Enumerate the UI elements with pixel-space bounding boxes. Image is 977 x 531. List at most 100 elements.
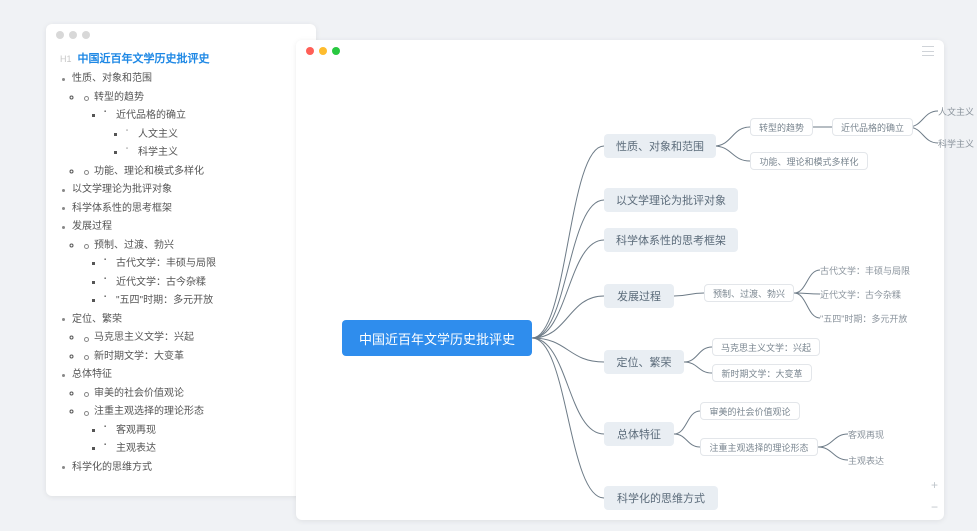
- mindmap-leaf[interactable]: 客观再现: [848, 426, 884, 442]
- mindmap-titlebar: [296, 40, 944, 62]
- mindmap-branch[interactable]: 定位、繁荣: [604, 350, 684, 374]
- mindmap-leaf[interactable]: 主观表达: [848, 452, 884, 468]
- outline-item[interactable]: 科学体系性的思考框架: [60, 200, 302, 219]
- outline-item-label: 人文主义: [138, 129, 178, 140]
- node-label: 主观表达: [848, 454, 884, 467]
- outline-window: H1 中国近百年文学历史批评史 性质、对象和范围转型的趋势近代品格的确立人文主义…: [46, 24, 316, 496]
- hamburger-icon[interactable]: [922, 46, 934, 56]
- mindmap-branch[interactable]: 科学化的思维方式: [604, 486, 718, 510]
- outline-item[interactable]: 马克思主义文学：兴起: [82, 329, 302, 348]
- outline-item-label: 古代文学：丰硕与局限: [116, 258, 216, 269]
- outline-item[interactable]: 功能、理论和模式多样化: [82, 163, 302, 182]
- mindmap-branch[interactable]: 以文学理论为批评对象: [604, 188, 738, 212]
- node-label: 近代品格的确立: [841, 121, 904, 134]
- node-label: 发展过程: [617, 288, 661, 304]
- mindmap-canvas[interactable]: 中国近百年文学历史批评史性质、对象和范围转型的趋势近代品格的确立人文主义科学主义…: [296, 62, 944, 520]
- outline-item[interactable]: 发展过程预制、过渡、勃兴古代文学：丰硕与局限近代文学：古今杂糅"五四"时期：多元…: [60, 218, 302, 311]
- outline-item-label: 科学主义: [138, 147, 178, 158]
- node-label: 中国近百年文学历史批评史: [359, 329, 515, 348]
- outline-item[interactable]: 定位、繁荣马克思主义文学：兴起新时期文学：大变革: [60, 311, 302, 367]
- traffic-light-green[interactable]: [332, 47, 340, 55]
- traffic-light-yellow[interactable]: [319, 47, 327, 55]
- outline-item-label: 以文学理论为批评对象: [72, 184, 172, 195]
- outline-item-label: 科学化的思维方式: [72, 462, 152, 473]
- node-label: 定位、繁荣: [617, 354, 672, 370]
- outline-item-label: 性质、对象和范围: [72, 73, 152, 84]
- outline-item[interactable]: 人文主义: [126, 126, 302, 145]
- mindmap-leaf[interactable]: 人文主义: [938, 104, 974, 118]
- outline-item-label: 预制、过渡、勃兴: [94, 240, 174, 251]
- outline-item-label: 定位、繁荣: [72, 314, 122, 325]
- outline-item-label: 主观表达: [116, 443, 156, 454]
- outline-item[interactable]: 近代文学：古今杂糅: [104, 274, 302, 293]
- outline-tree[interactable]: 性质、对象和范围转型的趋势近代品格的确立人文主义科学主义功能、理论和模式多样化以…: [60, 70, 302, 477]
- mindmap-root[interactable]: 中国近百年文学历史批评史: [342, 320, 532, 356]
- outline-item[interactable]: 审美的社会价值观论: [82, 385, 302, 404]
- mindmap-leaf[interactable]: 近代文学：古今杂糅: [820, 286, 901, 302]
- outline-item[interactable]: "五四"时期：多元开放: [104, 292, 302, 311]
- outline-item[interactable]: 主观表达: [104, 440, 302, 459]
- outline-item[interactable]: 古代文学：丰硕与局限: [104, 255, 302, 274]
- node-label: 审美的社会价值观论: [709, 405, 790, 418]
- heading-level-tag: H1: [60, 54, 72, 64]
- mindmap-subnode[interactable]: 马克思主义文学：兴起: [712, 338, 820, 356]
- outline-item[interactable]: 预制、过渡、勃兴古代文学：丰硕与局限近代文学：古今杂糅"五四"时期：多元开放: [82, 237, 302, 311]
- outline-item[interactable]: 注重主观选择的理论形态客观再现主观表达: [82, 403, 302, 459]
- outline-item[interactable]: 近代品格的确立人文主义科学主义: [104, 107, 302, 163]
- outline-item-label: 审美的社会价值观论: [94, 388, 184, 399]
- outline-item[interactable]: 科学化的思维方式: [60, 459, 302, 478]
- node-label: 客观再现: [848, 428, 884, 441]
- outline-item-label: 近代品格的确立: [116, 110, 186, 121]
- outline-item[interactable]: 总体特征审美的社会价值观论注重主观选择的理论形态客观再现主观表达: [60, 366, 302, 459]
- zoom-out-button[interactable]: −: [931, 500, 938, 514]
- node-label: 马克思主义文学：兴起: [721, 341, 811, 354]
- node-label: 科学主义: [938, 137, 974, 150]
- node-label: 功能、理论和模式多样化: [759, 155, 858, 168]
- node-label: 古代文学：丰硕与局限: [820, 264, 910, 277]
- traffic-light-dot: [69, 31, 77, 39]
- node-label: 转型的趋势: [759, 121, 804, 134]
- zoom-in-button[interactable]: +: [931, 478, 938, 492]
- node-label: 注重主观选择的理论形态: [709, 441, 808, 454]
- mindmap-window: 中国近百年文学历史批评史性质、对象和范围转型的趋势近代品格的确立人文主义科学主义…: [296, 40, 944, 520]
- mindmap-subnode[interactable]: 近代品格的确立: [832, 118, 913, 136]
- mindmap-leaf[interactable]: "五四"时期：多元开放: [820, 310, 907, 326]
- outline-titlebar: [46, 24, 316, 46]
- mindmap-subnode[interactable]: 审美的社会价值观论: [700, 402, 800, 420]
- outline-item-label: 功能、理论和模式多样化: [94, 166, 204, 177]
- node-label: 预制、过渡、勃兴: [713, 287, 785, 300]
- mindmap-subnode[interactable]: 预制、过渡、勃兴: [704, 284, 794, 302]
- node-label: 性质、对象和范围: [616, 138, 704, 154]
- mindmap-branch[interactable]: 发展过程: [604, 284, 674, 308]
- outline-heading[interactable]: H1 中国近百年文学历史批评史: [60, 50, 302, 66]
- traffic-light-red[interactable]: [306, 47, 314, 55]
- traffic-light-dot: [82, 31, 90, 39]
- node-label: 人文主义: [938, 105, 974, 118]
- outline-item[interactable]: 以文学理论为批评对象: [60, 181, 302, 200]
- mindmap-subnode[interactable]: 功能、理论和模式多样化: [750, 152, 868, 170]
- mindmap-subnode[interactable]: 转型的趋势: [750, 118, 813, 136]
- mindmap-subnode[interactable]: 新时期文学：大变革: [712, 364, 812, 382]
- mindmap-branch[interactable]: 科学体系性的思考框架: [604, 228, 738, 252]
- outline-item[interactable]: 新时期文学：大变革: [82, 348, 302, 367]
- mindmap-branch[interactable]: 性质、对象和范围: [604, 134, 716, 158]
- mindmap-branch[interactable]: 总体特征: [604, 422, 674, 446]
- outline-body: H1 中国近百年文学历史批评史 性质、对象和范围转型的趋势近代品格的确立人文主义…: [46, 46, 316, 487]
- node-label: "五四"时期：多元开放: [820, 312, 907, 325]
- outline-item[interactable]: 客观再现: [104, 422, 302, 441]
- traffic-light-dot: [56, 31, 64, 39]
- mindmap-leaf[interactable]: 科学主义: [938, 136, 974, 150]
- mindmap-subnode[interactable]: 注重主观选择的理论形态: [700, 438, 818, 456]
- outline-item-label: 科学体系性的思考框架: [72, 203, 172, 214]
- outline-item[interactable]: 性质、对象和范围转型的趋势近代品格的确立人文主义科学主义功能、理论和模式多样化: [60, 70, 302, 181]
- outline-item-label: 马克思主义文学：兴起: [94, 332, 194, 343]
- outline-item[interactable]: 转型的趋势近代品格的确立人文主义科学主义: [82, 89, 302, 163]
- zoom-controls: + −: [931, 478, 938, 514]
- node-label: 科学体系性的思考框架: [616, 232, 726, 248]
- outline-item-label: 总体特征: [72, 369, 112, 380]
- mindmap-leaf[interactable]: 古代文学：丰硕与局限: [820, 262, 910, 278]
- heading-title: 中国近百年文学历史批评史: [78, 50, 210, 66]
- outline-item[interactable]: 科学主义: [126, 144, 302, 163]
- node-label: 科学化的思维方式: [617, 490, 705, 506]
- node-label: 以文学理论为批评对象: [616, 192, 726, 208]
